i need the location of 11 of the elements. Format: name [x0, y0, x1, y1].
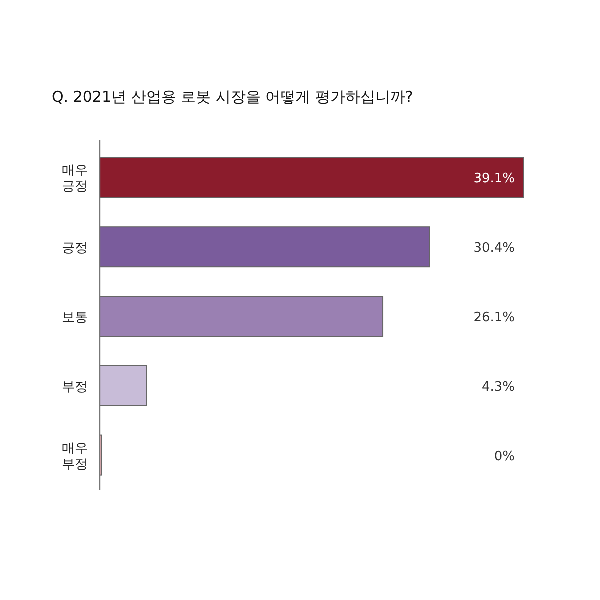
y-tick-label: 부정: [62, 380, 88, 395]
data-label: 30.4%: [474, 241, 515, 256]
y-tick-label: 보통: [62, 310, 88, 326]
data-label: 4.3%: [482, 380, 515, 395]
chart-title: Q. 2021년 산업용 로봇 시장을 어떻게 평가하십니까?: [52, 88, 414, 106]
data-label: 0%: [494, 449, 515, 464]
data-label: 26.1%: [474, 310, 515, 326]
y-tick-label: 매우 긍정: [62, 164, 88, 195]
y-tick-label: 긍정: [62, 241, 88, 256]
y-tick-label: 매우 부정: [62, 441, 88, 472]
data-label: 39.1%: [474, 172, 515, 187]
